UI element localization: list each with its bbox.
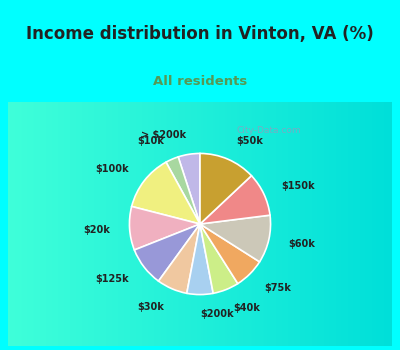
- Wedge shape: [200, 153, 252, 224]
- Text: > $200k: > $200k: [141, 130, 186, 140]
- Wedge shape: [200, 224, 260, 284]
- Text: $200k: $200k: [200, 309, 234, 319]
- Wedge shape: [130, 206, 200, 250]
- Text: $10k: $10k: [137, 136, 164, 146]
- Text: $20k: $20k: [83, 225, 110, 235]
- Wedge shape: [187, 224, 213, 295]
- Text: Income distribution in Vinton, VA (%): Income distribution in Vinton, VA (%): [26, 25, 374, 43]
- Wedge shape: [200, 176, 270, 224]
- Wedge shape: [200, 224, 238, 293]
- Wedge shape: [178, 153, 200, 224]
- Wedge shape: [132, 162, 200, 224]
- Text: All residents: All residents: [153, 75, 247, 89]
- Text: $40k: $40k: [233, 303, 260, 313]
- Wedge shape: [158, 224, 200, 293]
- Text: $30k: $30k: [137, 302, 164, 312]
- Text: City-Data.com: City-Data.com: [236, 126, 301, 135]
- Text: $125k: $125k: [95, 274, 129, 284]
- Text: $75k: $75k: [264, 283, 291, 293]
- Text: $100k: $100k: [95, 164, 129, 174]
- Text: $150k: $150k: [282, 181, 315, 190]
- Wedge shape: [200, 215, 270, 262]
- Wedge shape: [166, 157, 200, 224]
- Wedge shape: [134, 224, 200, 281]
- Text: $50k: $50k: [236, 136, 263, 146]
- Text: $60k: $60k: [288, 239, 315, 249]
